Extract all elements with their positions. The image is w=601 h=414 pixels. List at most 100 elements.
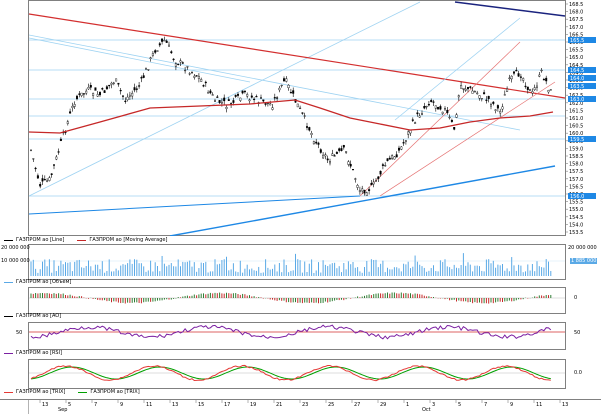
candle-body — [347, 161, 350, 165]
price-tick-label: 165.5 — [569, 48, 583, 54]
candle-body — [246, 94, 249, 97]
candle-body — [144, 68, 147, 70]
candle-body — [370, 182, 373, 186]
candle-body — [331, 153, 334, 156]
price-tick-label: 165.0 — [569, 55, 583, 61]
month-oct: Oct — [422, 407, 431, 413]
candle-body — [149, 57, 152, 59]
candle-body — [501, 106, 504, 110]
candle-body — [434, 105, 437, 109]
rsi-chart[interactable] — [0, 322, 601, 350]
rsi-pane[interactable]: 50 50 ГАЗПРОМ ао [RSI] — [0, 322, 601, 358]
candle-body — [471, 90, 474, 94]
ao-swatch — [4, 315, 13, 317]
date-axis: 13 5 7 9 11 13 15 17 19 21 23 25 27 29 1 3 5 7 9 11 13 Sep O… — [0, 399, 601, 414]
pane-frame — [28, 287, 566, 314]
date-tick-label: 11 — [146, 402, 152, 408]
ao-chart[interactable] — [0, 287, 601, 314]
candle-body — [310, 133, 313, 135]
candle-body — [549, 89, 552, 91]
candle-body — [216, 96, 219, 98]
ao-legend: ГАЗПРОМ ао [AO] — [4, 313, 61, 319]
trend-line — [359, 41, 521, 197]
candle-body — [75, 95, 78, 100]
pane-frame — [28, 322, 566, 350]
candle-body — [211, 94, 214, 96]
candle-body — [78, 93, 81, 95]
candle-body — [379, 170, 382, 175]
candle-body — [280, 84, 283, 87]
volume-chart[interactable] — [0, 244, 601, 280]
trend-line — [379, 81, 556, 197]
trix-legend: ГАЗПРОМ ао [TRIX] ГАЗПРОМ ао [TRIX] — [4, 389, 140, 395]
price-pane[interactable]: 168.5168.0167.5167.0166.5166.0165.5165.0… — [0, 0, 601, 243]
candle-body — [69, 111, 72, 114]
candle-body — [480, 98, 483, 100]
price-tag-box — [568, 37, 596, 43]
candle-body — [195, 75, 198, 77]
candle-body — [30, 149, 33, 151]
candle-body — [312, 141, 315, 145]
trix-pane[interactable]: 0.0 ГАЗПРОМ ао [TRIX] ГАЗПРОМ ао [TRIX] — [0, 359, 601, 399]
moving-average-line — [28, 99, 554, 134]
price-legend: ГАЗПРОМ ао [Line] ГАЗПРОМ ао [Moving Ave… — [4, 237, 167, 243]
price-tick-label: 160.0 — [569, 131, 583, 137]
volume-axis-top: 20 000 000 — [1, 245, 30, 251]
candle-body — [506, 88, 509, 92]
candle-body — [536, 85, 539, 88]
candle-body — [467, 87, 470, 90]
trix-chart[interactable] — [0, 359, 601, 389]
candle-body — [377, 176, 380, 179]
candle-body — [209, 90, 212, 94]
candle-body — [213, 100, 216, 102]
trix-line — [30, 364, 551, 382]
trend-line — [28, 34, 521, 131]
candle-body — [98, 92, 101, 96]
candle-body — [358, 190, 361, 193]
candle-body — [457, 95, 460, 98]
price-tick-label: 162.0 — [569, 101, 583, 107]
candle-body — [260, 97, 263, 99]
candle-body — [547, 90, 550, 93]
trend-line — [169, 165, 556, 236]
price-tick-label: 158.5 — [569, 154, 583, 160]
date-tick-label: 11 — [536, 402, 542, 408]
candle-body — [430, 100, 433, 102]
volume-legend: ГАЗПРОМ ао [Объем] — [4, 279, 71, 285]
candle-body — [542, 79, 545, 81]
candle-body — [177, 63, 180, 66]
candle-body — [110, 82, 113, 85]
rsi-legend: ГАЗПРОМ ао [RSI] — [4, 350, 62, 356]
candle-body — [372, 181, 375, 185]
legend-rsi-label: ГАЗПРОМ ао [RSI] — [16, 350, 63, 356]
candle-body — [545, 77, 548, 82]
candle-body — [276, 97, 279, 99]
price-tick-label: 156.5 — [569, 184, 583, 190]
volume-pane[interactable]: 20 000 000 10 000 000 20 000 000 1 885 0… — [0, 244, 601, 286]
candle-body — [248, 99, 251, 102]
candle-body — [92, 93, 95, 96]
candle-body — [340, 148, 343, 151]
candle-body — [170, 51, 173, 54]
price-chart[interactable]: 168.5168.0167.5167.0166.5166.0165.5165.0… — [0, 0, 601, 236]
price-tag-label: 163.0 — [570, 97, 584, 103]
candle-body — [193, 75, 196, 78]
candle-body — [87, 87, 90, 90]
candle-body — [508, 77, 511, 79]
candle-body — [306, 126, 309, 128]
candle-body — [531, 91, 534, 94]
candle-body — [469, 86, 472, 88]
trix-zero-label: 0.0 — [574, 370, 582, 376]
candle-body — [156, 50, 159, 52]
candle-body — [425, 105, 428, 108]
date-tick-label: 1 — [406, 402, 409, 408]
candle-body — [524, 85, 527, 88]
date-tick-label: 21 — [276, 402, 282, 408]
price-tag-label: 164.0 — [570, 76, 584, 82]
candle-body — [243, 90, 246, 93]
candle-body — [131, 92, 134, 97]
candle-body — [338, 148, 341, 151]
candle-body — [490, 103, 493, 107]
price-tick-label: 154.0 — [569, 222, 583, 228]
ao-pane[interactable]: 0 ГАЗПРОМ ао [AO] — [0, 287, 601, 321]
